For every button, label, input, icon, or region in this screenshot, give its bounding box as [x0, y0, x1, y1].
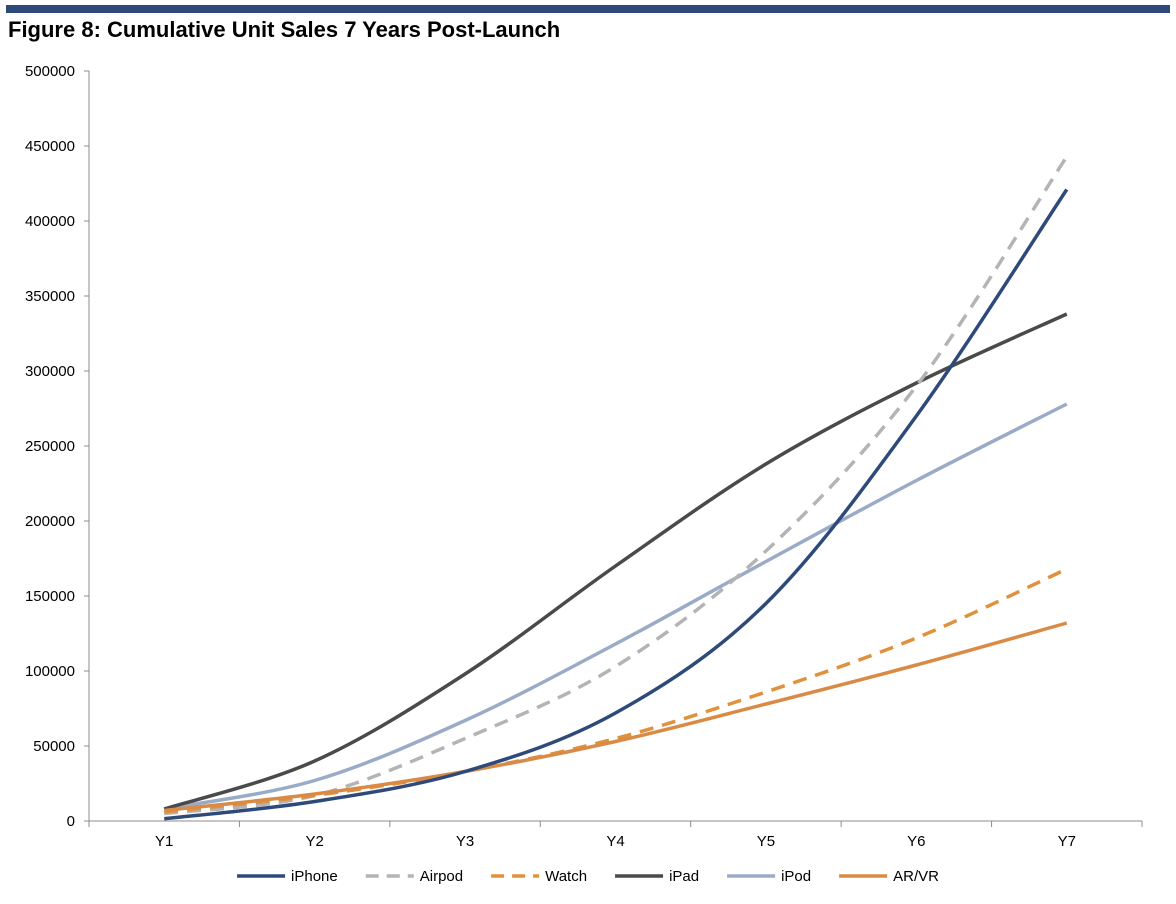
legend-label-ipod: iPod: [781, 868, 811, 885]
chart-legend: iPhone Airpod Watch iPad iPod AR/VR: [237, 868, 939, 885]
chart-axes: 0 50000 100000 150000 200000 250000 300000 3500…: [25, 63, 1143, 850]
x-tick-label: Y7: [1058, 833, 1076, 850]
legend-label-iphone: iPhone: [291, 868, 338, 885]
y-tick-label: 0: [67, 813, 75, 830]
chart-series: [163, 155, 1069, 821]
series-line-ar-vr: [164, 621, 1068, 813]
legend-label-ar-vr: AR/VR: [893, 868, 939, 885]
y-tick-label: 500000: [25, 63, 75, 80]
series-line-watch: [164, 567, 1068, 814]
x-tick-label: Y2: [305, 833, 323, 850]
legend-label-airpod: Airpod: [420, 868, 463, 885]
y-tick-label: 350000: [25, 288, 75, 305]
series-line-ipod: [163, 402, 1068, 811]
y-tick-label: 450000: [25, 138, 75, 155]
y-tick-label: 250000: [25, 438, 75, 455]
y-tick-label: 50000: [33, 738, 75, 755]
x-tick-label: Y6: [907, 833, 925, 850]
x-tick-label: Y5: [757, 833, 775, 850]
y-tick-label: 150000: [25, 588, 75, 605]
legend-label-ipad: iPad: [669, 868, 699, 885]
series-line-iphone: [164, 188, 1069, 821]
y-tick-label: 400000: [25, 213, 75, 230]
x-tick-label: Y1: [155, 833, 173, 850]
figure-title: Figure 8: Cumulative Unit Sales 7 Years …: [8, 17, 561, 42]
x-tick-label: Y3: [456, 833, 474, 850]
series-line-airpod: [164, 155, 1069, 816]
title-rule: [6, 5, 1170, 13]
series-line-ipad: [163, 312, 1068, 811]
y-tick-label: 300000: [25, 363, 75, 380]
x-tick-label: Y4: [606, 833, 624, 850]
y-tick-label: 200000: [25, 513, 75, 530]
legend-label-watch: Watch: [545, 868, 587, 885]
y-tick-label: 100000: [25, 663, 75, 680]
